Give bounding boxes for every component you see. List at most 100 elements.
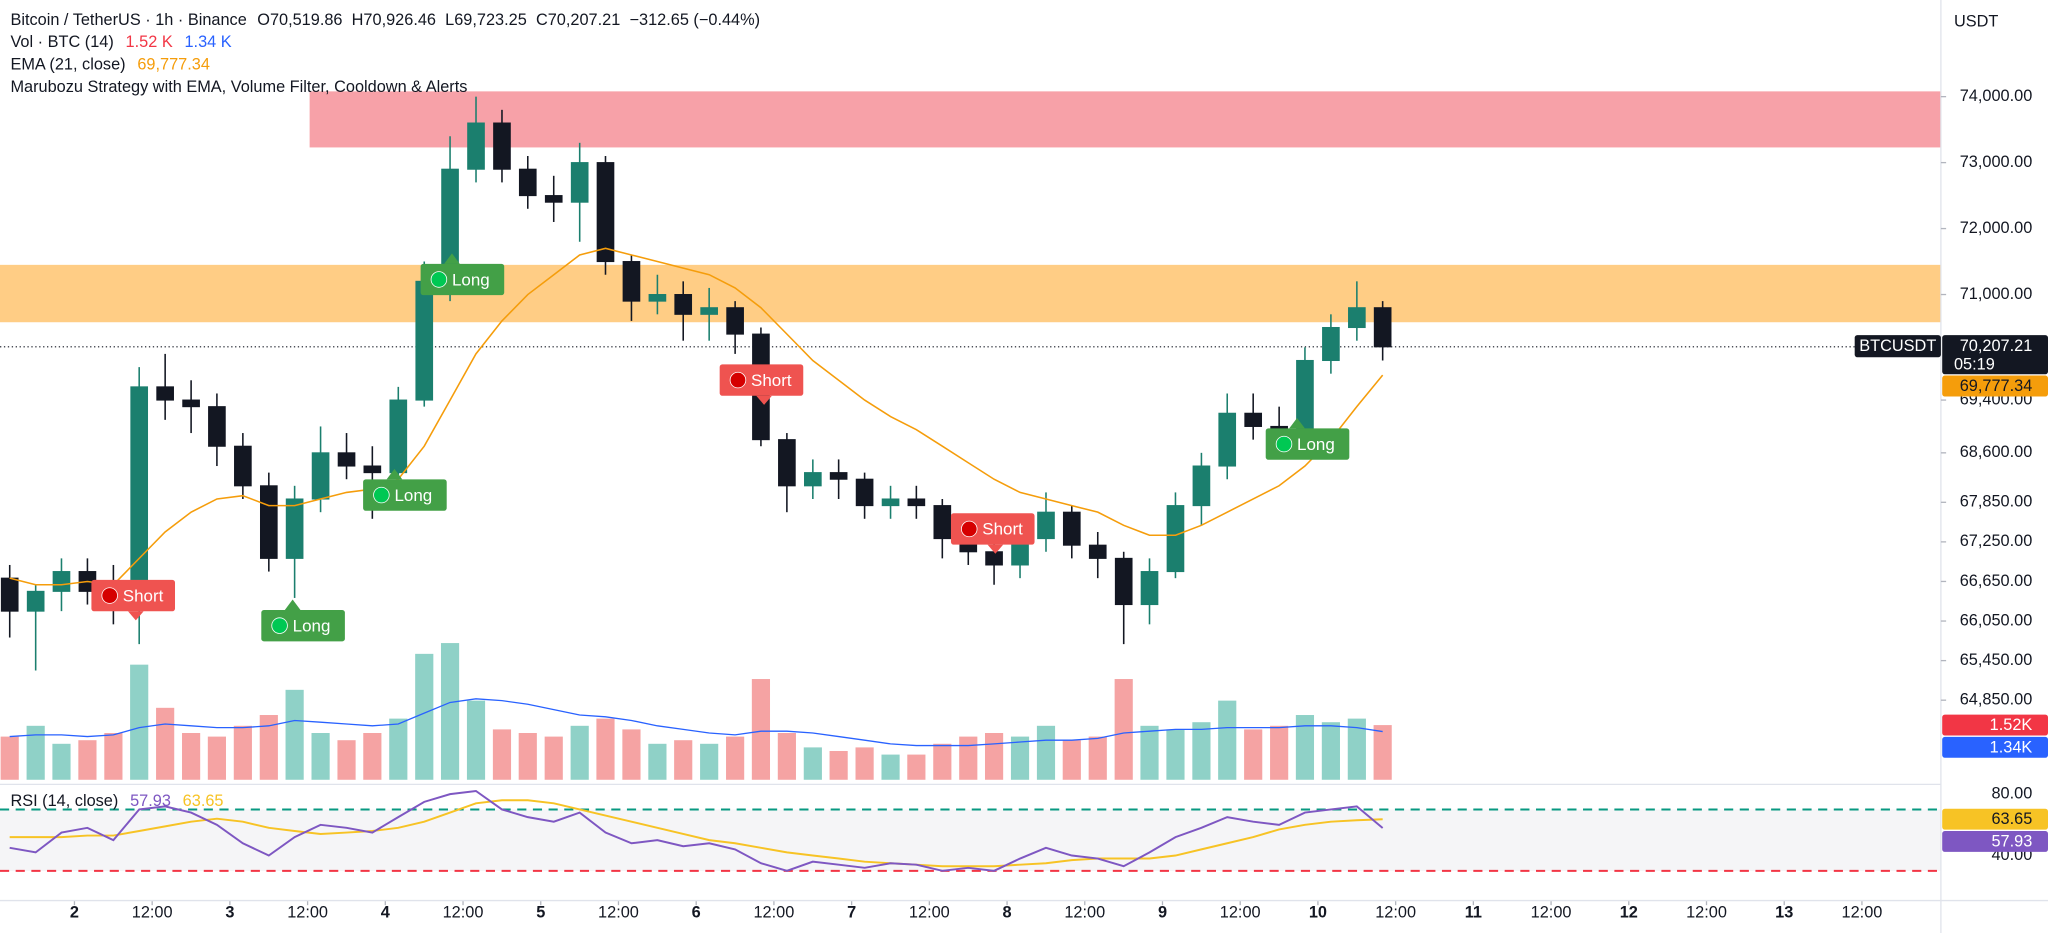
rsi-pane [0,789,1941,872]
signal: Short [719,364,804,405]
volume-bar [984,733,1004,780]
x-tick-label: 12:00 [287,903,328,921]
x-tick-label: 12:00 [443,903,484,921]
volume-bar [1218,700,1237,780]
signal-box [91,579,176,612]
x-tick-label: 12:00 [1531,903,1572,921]
x-tick-label: 8 [1003,903,1012,921]
volume-bar [492,729,512,780]
volume-value: 1.52 K [126,33,173,51]
x-tick-label: 4 [381,903,390,921]
volume-bar [389,718,408,780]
signal-label: Long [1297,435,1335,454]
x-tick-label: 9 [1158,903,1167,921]
rsi-name: RSI (14, close) [10,792,118,810]
x-tick-label: 12:00 [132,903,173,921]
candle-body [156,386,174,401]
volume-bar [1373,725,1392,780]
x-tick-label: 6 [692,903,701,921]
ema-badge-label: 69,777.34 [1960,377,2033,395]
rsi-tick-label: 80.00 [1991,784,2032,802]
candle-body [570,162,589,203]
y-tick-label: 72,000.00 [1960,219,2033,237]
x-tick-label: 13 [1775,903,1793,921]
volume-ma-badge [1942,736,2048,758]
y-tick-label: 66,050.00 [1960,611,2033,629]
last-price-badge [1942,335,2048,375]
zone [0,264,1941,323]
volume-ma-line [9,698,1383,747]
signal-box [1265,428,1350,460]
ema-value: 69,777.34 [137,56,210,74]
countdown: 05:19 [1954,355,1995,373]
volume-bar [26,725,45,780]
strategy-name: Marubozu Strategy with EMA, Volume Filte… [10,78,467,96]
candle-body [700,307,718,315]
volume-bar [933,743,952,780]
volume-bar [415,653,434,780]
price-axis [1940,0,2048,933]
rsi-legend: RSI (14, close) 57.93 63.65 [10,792,223,810]
signal-label: Long [293,616,331,635]
candle-body [1088,544,1107,559]
volume-bar [1244,729,1263,780]
last-price-label: 70,207.21 [1960,337,2033,355]
candle-body [1322,326,1340,362]
x-tick-label: 12:00 [1842,903,1883,921]
candle-body [389,399,408,474]
signal-pointer [987,544,1004,554]
volume-badge [1942,714,2048,736]
candle-body [208,406,226,447]
axes: 74,000.0073,000.0072,000.0071,000.0069,4… [70,87,2048,921]
x-tick-label: 12 [1620,903,1638,921]
candle-body [1348,307,1366,329]
candle-body [285,498,304,559]
volume-bar [1295,715,1315,780]
signal-pointer [127,611,144,621]
low: L69,723.25 [445,11,527,29]
signal-dot [373,486,390,504]
close: C70,207.21 [536,11,620,29]
candle-body [1166,505,1185,573]
volume-bar [1270,725,1289,780]
signal-box [950,513,1035,545]
volume-bar [1114,679,1133,780]
signal-label: Short [123,586,164,605]
signal-label: Short [751,371,792,390]
candle-body [1192,465,1211,507]
volume-bar [78,740,97,780]
x-tick-label: 12:00 [909,903,950,921]
candle-body [907,498,926,507]
signal-label: Long [394,486,432,505]
candle-body [363,465,382,474]
volume-bar [570,725,589,780]
volume-bar [829,750,848,780]
signal-box [719,364,804,396]
volume-bar [674,740,693,780]
ema-name: EMA (21, close) [10,56,125,74]
zones [0,91,1941,323]
candle-body [337,452,356,467]
volume-bar [0,736,19,780]
last-symbol-box [1854,335,1941,358]
last-symbol: BTCUSDT [1859,337,1936,355]
signal: Long [420,253,505,296]
volume-bar [1192,722,1211,780]
candle-body [1037,511,1055,540]
volume-bar [622,729,641,780]
rsi-line [9,789,1384,872]
volume-bar [1140,725,1159,780]
volume-bar [52,743,71,780]
volume-bar [881,754,900,780]
volume-bar [907,754,926,780]
candle-body [1114,557,1133,606]
candle-body [182,399,200,408]
x-tick-label: 12:00 [598,903,639,921]
signal-box [261,609,345,642]
candle-body [596,162,615,263]
volume-bar [233,725,252,780]
candle-body [467,122,485,170]
signal: Short [950,513,1035,554]
volume-ma-badge-label: 1.34K [1990,738,2033,756]
